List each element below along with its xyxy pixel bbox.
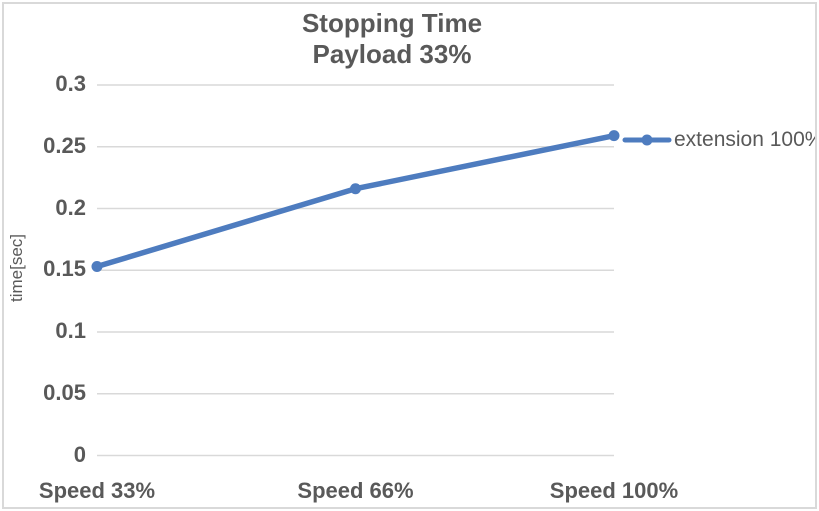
series-line [94,132,617,270]
y-tick-label: 0.05 [43,379,86,405]
chart-title-line2: Payload 33% [312,39,472,69]
plot-area [91,84,620,457]
chart-title: Stopping Time Payload 33% [4,8,780,70]
y-tick-label: 0.2 [55,194,86,220]
legend-line-marker-icon [622,134,672,146]
y-tick-label: 0.3 [55,71,86,96]
legend-series-label: extension 100% [674,128,817,151]
chart-title-line1: Stopping Time [301,8,483,38]
y-tick-label: 0.1 [55,318,86,343]
x-category-label: Speed 100% [549,478,679,503]
legend: extension 100% [622,125,817,155]
data-point-marker [350,183,361,195]
data-point-marker [608,130,620,142]
data-point-marker [91,261,103,273]
x-category-label: Speed 33% [38,478,156,503]
x-category-label: Speed 66% [297,478,414,503]
y-tick-label: 0.15 [43,256,86,282]
y-tick-label: 0 [73,441,86,467]
y-tick-label: 0.25 [43,132,86,158]
